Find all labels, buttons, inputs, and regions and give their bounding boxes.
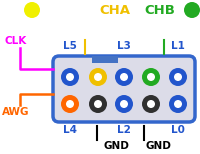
Circle shape	[24, 2, 40, 18]
Circle shape	[169, 95, 187, 113]
FancyBboxPatch shape	[53, 56, 195, 122]
Text: L5: L5	[63, 41, 77, 51]
Circle shape	[94, 73, 102, 81]
Text: L2: L2	[117, 125, 131, 135]
Text: GND: GND	[145, 141, 171, 151]
Circle shape	[66, 73, 74, 81]
Circle shape	[174, 100, 182, 108]
Circle shape	[174, 73, 182, 81]
Circle shape	[147, 73, 155, 81]
Bar	[92, 56, 118, 63]
Circle shape	[147, 100, 155, 108]
Circle shape	[142, 68, 160, 86]
Circle shape	[120, 100, 128, 108]
Text: L0: L0	[171, 125, 185, 135]
Text: GND: GND	[103, 141, 129, 151]
Text: AWG: AWG	[2, 107, 30, 117]
Circle shape	[120, 73, 128, 81]
Circle shape	[89, 68, 107, 86]
Circle shape	[61, 95, 79, 113]
Circle shape	[115, 95, 133, 113]
Circle shape	[66, 100, 74, 108]
Text: L3: L3	[117, 41, 131, 51]
Circle shape	[89, 95, 107, 113]
Circle shape	[142, 95, 160, 113]
Text: L1: L1	[171, 41, 185, 51]
Text: CHA: CHA	[100, 4, 130, 16]
Text: L4: L4	[63, 125, 77, 135]
Circle shape	[61, 68, 79, 86]
Circle shape	[184, 2, 200, 18]
Text: CLK: CLK	[5, 36, 27, 46]
Circle shape	[94, 100, 102, 108]
Circle shape	[115, 68, 133, 86]
Circle shape	[169, 68, 187, 86]
Text: CHB: CHB	[145, 4, 175, 16]
